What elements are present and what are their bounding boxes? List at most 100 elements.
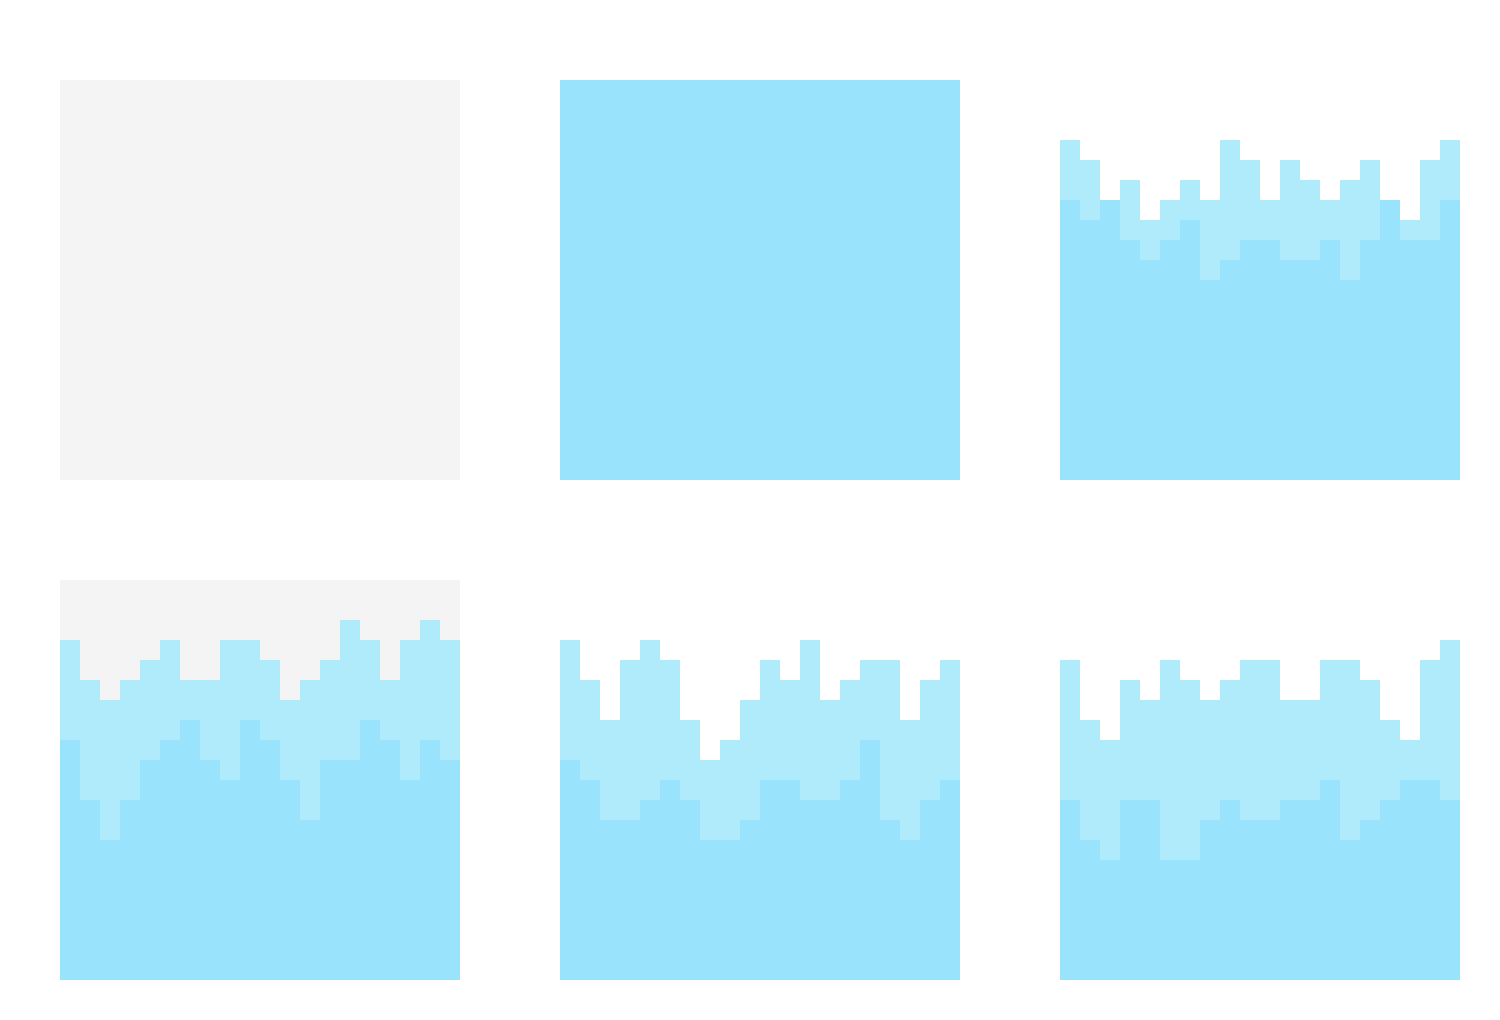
surface-water-column <box>660 660 680 780</box>
deep-water-column <box>120 800 140 980</box>
deep-water-column <box>1420 240 1440 480</box>
surface-water-column <box>1280 700 1300 800</box>
surface-water-column <box>1300 700 1320 800</box>
deep-water-column <box>600 820 620 980</box>
deep-water-column <box>1140 800 1160 980</box>
surface-water-column <box>1440 640 1460 800</box>
surface-water-column <box>620 660 640 820</box>
deep-water-column <box>920 800 940 980</box>
surface-water-column <box>1360 160 1380 240</box>
water-tile-variant-c <box>560 580 960 980</box>
deep-water-column <box>840 780 860 980</box>
surface-water-column <box>1120 180 1140 240</box>
deep-water-column <box>1340 280 1360 480</box>
surface-water-column <box>1420 660 1440 780</box>
surface-water-column <box>380 680 400 740</box>
surface-water-column <box>360 640 380 720</box>
surface-water-column <box>400 640 420 780</box>
deep-water-column <box>820 800 840 980</box>
surface-water-column <box>1140 700 1160 800</box>
deep-water-column <box>280 780 300 980</box>
full-water-tile-art <box>560 80 960 480</box>
deep-water-column <box>880 820 900 980</box>
deep-water-column <box>300 820 320 980</box>
surface-water-column <box>60 640 80 740</box>
deep-water-column <box>780 780 800 980</box>
deep-water-column <box>1120 240 1140 480</box>
deep-water-column <box>1060 800 1080 980</box>
deep-water-column <box>1280 260 1300 480</box>
deep-water-column <box>1100 200 1120 480</box>
deep-water-column <box>740 820 760 980</box>
surface-water-column <box>1400 740 1420 780</box>
deep-water-column <box>1240 820 1260 980</box>
surface-water-column <box>900 720 920 840</box>
deep-water-column <box>80 800 100 980</box>
full-water-tile <box>560 80 960 480</box>
surface-water-column <box>1260 200 1280 240</box>
surface-water-column <box>600 720 620 820</box>
surface-water-column <box>1160 200 1180 240</box>
surface-water-column <box>1220 680 1240 800</box>
water-tile-variant-b-art <box>60 580 460 980</box>
surface-water-column <box>1300 180 1320 260</box>
deep-water-column <box>1300 800 1320 980</box>
surface-water-column <box>200 680 220 760</box>
deep-water-column <box>560 760 580 980</box>
deep-water-column <box>1220 260 1240 480</box>
surface-water-column <box>120 680 140 800</box>
surface-water-column <box>1320 200 1340 240</box>
deep-water-column <box>1380 800 1400 980</box>
surface-water-column <box>300 680 320 820</box>
deep-water-column <box>1300 260 1320 480</box>
water-tile-variant-b <box>60 580 460 980</box>
surface-water-column <box>340 620 360 760</box>
surface-water-column <box>1200 700 1220 820</box>
surface-water-column <box>1180 680 1200 860</box>
surface-water-column <box>1100 740 1120 860</box>
surface-water-column <box>1280 160 1300 260</box>
deep-water-column <box>1180 860 1200 980</box>
deep-water-column <box>440 760 460 980</box>
deep-water-column <box>1180 220 1200 480</box>
deep-water-column <box>1080 220 1100 480</box>
deep-water-column <box>1160 860 1180 980</box>
deep-water-column <box>260 740 280 980</box>
deep-water-column <box>1440 200 1460 480</box>
deep-water-column <box>1420 780 1440 980</box>
deep-water-column <box>1380 200 1400 480</box>
deep-water-column <box>220 780 240 980</box>
deep-water-column <box>1140 260 1160 480</box>
surface-water-column <box>180 680 200 720</box>
surface-water-column <box>1260 660 1280 820</box>
surface-water-column <box>680 720 700 800</box>
deep-water-column <box>380 740 400 980</box>
surface-water-column <box>580 680 600 780</box>
deep-water-column <box>1360 820 1380 980</box>
deep-water-column <box>1280 800 1300 980</box>
deep-water-column <box>1320 780 1340 980</box>
deep-water-column <box>60 740 80 980</box>
surface-water-column <box>1380 720 1400 800</box>
deep-water-column <box>860 740 880 980</box>
deep-water-column <box>420 740 440 980</box>
surface-water-column <box>940 660 960 780</box>
water-tile-variant-a-art <box>1060 140 1460 480</box>
deep-water-column <box>340 760 360 980</box>
deep-water-column <box>1440 800 1460 980</box>
surface-water-column <box>720 740 740 840</box>
water-tile-variant-c-art <box>560 640 960 980</box>
deep-water-column <box>180 720 200 980</box>
deep-water-column <box>1340 840 1360 980</box>
surface-water-column <box>100 700 120 840</box>
surface-water-column <box>440 640 460 760</box>
deep-water-column <box>1240 240 1260 480</box>
surface-water-column <box>1060 660 1080 800</box>
surface-water-column <box>880 660 900 820</box>
surface-water-column <box>860 660 880 740</box>
deep-water-column <box>1360 240 1380 480</box>
deep-water-column <box>160 740 180 980</box>
deep-water-column <box>900 840 920 980</box>
surface-water-column <box>1420 160 1440 240</box>
